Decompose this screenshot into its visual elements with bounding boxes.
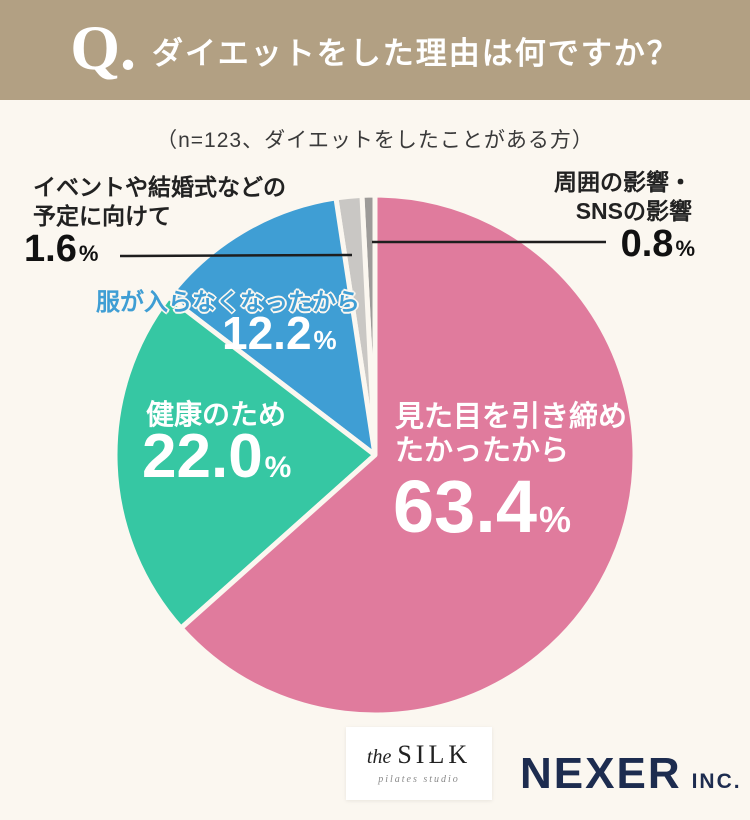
value-clothes-unit: %	[313, 325, 337, 355]
value-sns-number: 0.8	[620, 223, 674, 265]
the-silk-logo-silk: SILK	[397, 740, 472, 769]
label-appearance: 見た目を引き締め たかったから	[395, 400, 627, 468]
sample-size-note: （n=123、ダイエットをしたことがある方）	[156, 129, 594, 152]
nexer-logo-name: NEXER	[520, 749, 682, 798]
label-clothes: 服が入らなくなったから	[96, 289, 360, 316]
value-appearance-number: 63.4	[393, 465, 538, 548]
label-appearance-line2: たかったから	[395, 435, 570, 468]
value-event-unit: %	[78, 241, 99, 266]
value-sns: 0.8 %	[621, 225, 695, 263]
leader-line-event	[119, 253, 353, 258]
label-sns-line1: 周囲の影響・	[554, 169, 692, 195]
label-event-line1: イベントや結婚式などの	[33, 174, 286, 200]
label-event-line2: 予定に向けて	[33, 202, 171, 229]
pie-slice-0	[178, 192, 638, 718]
value-appearance-unit: %	[539, 499, 572, 540]
value-health: 22.0 %	[142, 426, 291, 488]
the-silk-logo-name: the SILK	[367, 742, 471, 768]
pie-slice-1	[112, 294, 378, 631]
value-clothes: 12.2 %	[222, 310, 337, 356]
page-title: ダイエットをした理由は何ですか？	[152, 35, 680, 71]
question-banner: Q. ダイエットをした理由は何ですか？	[0, 0, 750, 100]
q-mark: Q.	[70, 12, 137, 83]
label-appearance-line1: 見た目を引き締め	[395, 401, 628, 433]
label-health: 健康のため	[146, 399, 287, 430]
value-event-number: 1.6	[24, 228, 77, 270]
value-event: 1.6 %	[24, 230, 98, 268]
value-clothes-number: 12.2	[222, 307, 312, 359]
the-silk-logo-the: the	[366, 746, 392, 768]
nexer-logo: NEXER INC.	[520, 752, 742, 796]
nexer-logo-suffix: INC.	[691, 770, 742, 793]
value-appearance: 63.4 %	[393, 470, 571, 544]
value-health-unit: %	[264, 451, 292, 484]
pie-slice-2	[166, 195, 378, 458]
value-health-number: 22.0	[142, 422, 263, 491]
the-silk-logo-tagline: pilates studio	[378, 774, 460, 785]
value-sns-unit: %	[675, 236, 695, 261]
label-event: イベントや結婚式などの 予定に向けて	[33, 173, 286, 231]
label-sns: 周囲の影響・ SNSの影響	[554, 168, 692, 226]
pie-chart	[112, 192, 638, 718]
label-sns-line2: SNSの影響	[575, 197, 692, 224]
the-silk-logo: the SILK pilates studio	[346, 727, 492, 800]
